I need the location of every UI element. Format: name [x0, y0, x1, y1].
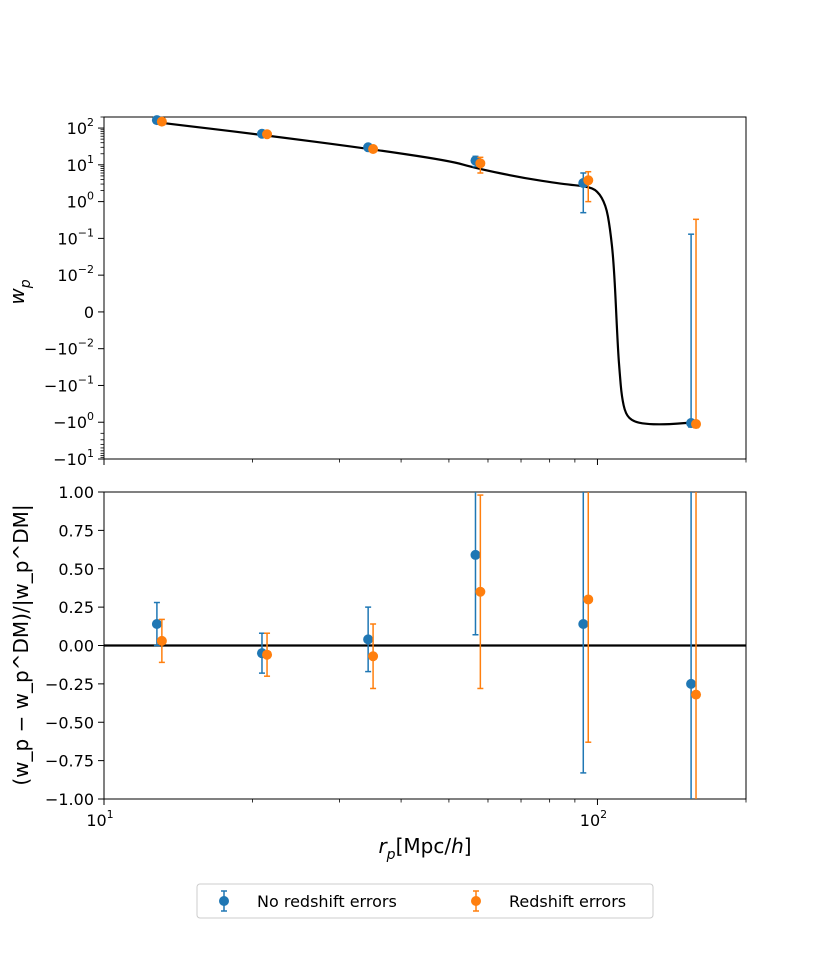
bottom-x-tick-label-0: 101: [86, 808, 113, 830]
legend-label-redshift: Redshift errors: [509, 892, 626, 911]
bottom-point-redshift-4: [583, 492, 594, 743]
bottom-point-redshift-5: [691, 492, 702, 799]
top-y-tick-label-5: 0: [84, 303, 94, 322]
top-panel: 102 101 100 10−1 10−2 0 −10−2 −10−1 −100 −101 wp: [5, 115, 747, 469]
legend-label-no-redshift: No redshift errors: [257, 892, 397, 911]
top-point-redshift-0: [156, 116, 167, 127]
top-point-redshift-3: [475, 156, 486, 174]
top-point-no-redshift-5: [686, 233, 697, 429]
top-y-tick-label-1: 101: [67, 153, 94, 175]
bottom-y-tick-label-3: 0.25: [58, 598, 94, 617]
top-point-redshift-5: [691, 218, 702, 430]
legend-marker-no-redshift: [219, 890, 229, 912]
bottom-x-tick-label-1: 102: [580, 808, 607, 830]
bottom-y-tick-label-0: 1.00: [58, 483, 94, 502]
top-y-tick-label-7: −10−1: [44, 373, 94, 395]
top-y-axis-label: wp: [5, 279, 34, 304]
bottom-y-tick-label-2: 0.50: [58, 560, 94, 579]
top-y-tick-label-8: −100: [53, 410, 94, 432]
bottom-point-redshift-3: [475, 494, 486, 690]
bottom-point-no-redshift-4: [578, 492, 589, 774]
bottom-point-no-redshift-5: [686, 492, 697, 799]
top-point-redshift-1: [262, 129, 273, 140]
bottom-y-tick-label-5: −0.25: [45, 675, 94, 694]
top-y-tick-label-3: 10−1: [57, 226, 94, 248]
bottom-y-tick-label-4: 0.00: [58, 637, 94, 656]
top-point-redshift-4: [583, 170, 594, 203]
top-y-tick-label-4: 10−2: [57, 263, 94, 285]
bottom-panel: 1.00 0.75 0.50 0.25 0.00 −0.25 −0.50 −0.75 −1.00…: [9, 483, 747, 863]
bottom-point-redshift-1: [262, 632, 273, 677]
x-axis-label: rp[Mpc/h]: [378, 834, 471, 863]
bottom-point-redshift-2: [368, 623, 379, 690]
top-point-redshift-2: [368, 143, 379, 154]
top-axes-frame: [103, 116, 747, 460]
bottom-y-axis-label: (w_p − w_p^DM)/|w_p^DM|: [9, 504, 33, 785]
legend: No redshift errors Redshift errors: [196, 883, 654, 919]
top-y-tick-label-6: −10−2: [44, 337, 94, 359]
top-y-tick-label-0: 102: [67, 116, 94, 138]
bottom-y-tick-label-8: −1.00: [45, 790, 94, 809]
top-x-ticks: [103, 459, 747, 465]
bottom-point-no-redshift-0: [151, 601, 162, 647]
top-y-tick-label-2: 100: [67, 190, 94, 212]
bottom-point-redshift-0: [156, 618, 167, 664]
bottom-point-no-redshift-3: [470, 492, 481, 636]
bottom-y-tick-label-7: −0.75: [45, 752, 94, 771]
top-y-tick-label-9: −101: [53, 447, 94, 469]
model-curve-group: [160, 121, 695, 426]
model-curve: [160, 121, 695, 426]
bottom-x-ticks: 101 102: [86, 799, 747, 830]
legend-marker-redshift: [471, 890, 481, 912]
legend-frame: [196, 883, 654, 919]
bottom-y-tick-label-6: −0.50: [45, 713, 94, 732]
bottom-data-points: [151, 492, 702, 799]
bottom-point-no-redshift-2: [363, 606, 374, 673]
top-y-ticks: 102 101 100 10−1 10−2 0 −10−2 −10−1 −100 −101: [44, 116, 104, 469]
bottom-y-tick-label-1: 0.75: [58, 521, 94, 540]
bottom-y-ticks: 1.00 0.75 0.50 0.25 0.00 −0.25 −0.50 −0.75 −1.00: [45, 483, 104, 809]
top-data-points: [151, 115, 702, 430]
